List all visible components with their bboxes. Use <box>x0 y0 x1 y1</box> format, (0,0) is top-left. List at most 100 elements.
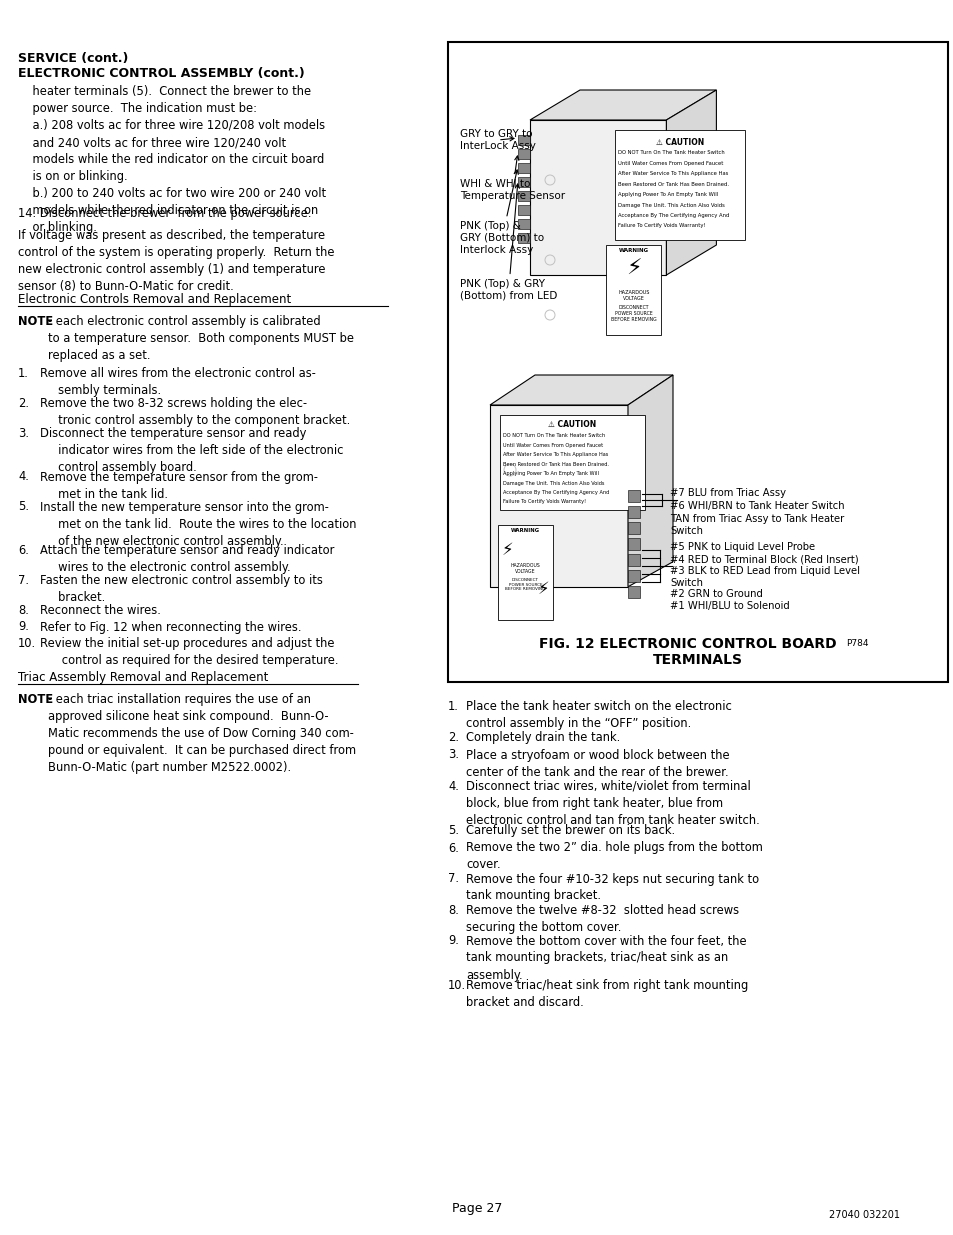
Text: 3.: 3. <box>448 748 458 762</box>
Text: Install the new temperature sensor into the grom-
     met on the tank lid.  Rou: Install the new temperature sensor into … <box>40 500 356 547</box>
Text: Been Restored Or Tank Has Been Drained.: Been Restored Or Tank Has Been Drained. <box>618 182 728 186</box>
Text: #2 GRN to Ground: #2 GRN to Ground <box>669 589 762 599</box>
Text: After Water Service To This Appliance Has: After Water Service To This Appliance Ha… <box>618 170 727 177</box>
Text: Place the tank heater switch on the electronic
control assembly in the “OFF” pos: Place the tank heater switch on the elec… <box>465 700 731 730</box>
Text: After Water Service To This Appliance Has: After Water Service To This Appliance Ha… <box>502 452 608 457</box>
Text: 8.: 8. <box>18 604 29 618</box>
Text: Applying Power To An Empty Tank Will: Applying Power To An Empty Tank Will <box>502 471 598 475</box>
Text: NOTE: NOTE <box>18 693 53 706</box>
Bar <box>517 149 530 159</box>
Text: 2.: 2. <box>18 396 29 410</box>
Text: 1.: 1. <box>448 700 458 713</box>
Text: Place a stryofoam or wood block between the
center of the tank and the rear of t: Place a stryofoam or wood block between … <box>465 748 729 778</box>
Bar <box>627 522 639 534</box>
Text: 9.: 9. <box>448 935 458 947</box>
Text: Triac Assembly Removal and Replacement: Triac Assembly Removal and Replacement <box>18 671 268 684</box>
Text: Refer to Fig. 12 when reconnecting the wires.: Refer to Fig. 12 when reconnecting the w… <box>40 620 301 634</box>
Bar <box>627 490 639 501</box>
Text: #7 BLU from Triac Assy: #7 BLU from Triac Assy <box>669 488 785 498</box>
Bar <box>448 42 947 682</box>
Text: PNK (Top) & GRY
(Bottom) from LED: PNK (Top) & GRY (Bottom) from LED <box>459 184 557 301</box>
Text: HAZARDOUS
VOLTAGE: HAZARDOUS VOLTAGE <box>510 563 539 574</box>
Text: Acceptance By The Certifying Agency And: Acceptance By The Certifying Agency And <box>618 212 729 219</box>
Text: Remove the four #10-32 keps nut securing tank to
tank mounting bracket.: Remove the four #10-32 keps nut securing… <box>465 872 759 903</box>
Text: ⚠ CAUTION: ⚠ CAUTION <box>655 138 703 147</box>
Text: 14. Disconnect the brewer  from the power source.: 14. Disconnect the brewer from the power… <box>18 207 312 220</box>
Text: #1 WHI/BLU to Solenoid: #1 WHI/BLU to Solenoid <box>669 601 789 611</box>
Text: 3.: 3. <box>18 427 29 440</box>
Text: Until Water Comes From Opened Faucet: Until Water Comes From Opened Faucet <box>502 442 602 447</box>
Bar <box>627 538 639 550</box>
Text: #6 WHI/BRN to Tank Heater Switch: #6 WHI/BRN to Tank Heater Switch <box>669 501 843 511</box>
Bar <box>517 191 530 201</box>
Text: Remove the twelve #8-32  slotted head screws
securing the bottom cover.: Remove the twelve #8-32 slotted head scr… <box>465 904 739 934</box>
Text: SERVICE (cont.): SERVICE (cont.) <box>18 52 129 65</box>
Bar <box>606 245 660 335</box>
Text: Disconnect the temperature sensor and ready
     indicator wires from the left s: Disconnect the temperature sensor and re… <box>40 427 343 474</box>
Text: 10.: 10. <box>448 979 466 992</box>
Text: P784: P784 <box>845 638 867 648</box>
Text: HAZARDOUS
VOLTAGE: HAZARDOUS VOLTAGE <box>618 290 649 301</box>
Text: Until Water Comes From Opened Faucet: Until Water Comes From Opened Faucet <box>618 161 722 165</box>
Bar <box>627 585 639 598</box>
Text: Failure To Certify Voids Warranty!: Failure To Certify Voids Warranty! <box>618 224 705 228</box>
Text: Page 27: Page 27 <box>452 1202 501 1215</box>
Text: #3 BLK to RED Lead from Liquid Level
Switch: #3 BLK to RED Lead from Liquid Level Swi… <box>669 566 859 588</box>
Text: Acceptance By The Certifying Agency And: Acceptance By The Certifying Agency And <box>502 490 609 495</box>
Text: Remove the temperature sensor from the grom-
     met in the tank lid.: Remove the temperature sensor from the g… <box>40 471 317 500</box>
Polygon shape <box>530 90 716 120</box>
Text: Damage The Unit. This Action Also Voids: Damage The Unit. This Action Also Voids <box>618 203 724 207</box>
Text: Carefully set the brewer on its back.: Carefully set the brewer on its back. <box>465 824 675 837</box>
Text: 2.: 2. <box>448 731 458 743</box>
Text: Disconnect triac wires, white/violet from terminal
block, blue from right tank h: Disconnect triac wires, white/violet fro… <box>465 779 759 826</box>
Bar <box>517 233 530 243</box>
Text: 7.: 7. <box>448 872 458 885</box>
Text: If voltage was present as described, the temperature
control of the system is op: If voltage was present as described, the… <box>18 228 335 293</box>
Text: Fasten the new electronic control assembly to its
     bracket.: Fasten the new electronic control assemb… <box>40 574 322 604</box>
Text: Remove the two 8-32 screws holding the elec-
     tronic control assembly to the: Remove the two 8-32 screws holding the e… <box>40 396 350 427</box>
Text: Remove all wires from the electronic control as-
     sembly terminals.: Remove all wires from the electronic con… <box>40 367 315 396</box>
Text: Electronic Controls Removal and Replacement: Electronic Controls Removal and Replacem… <box>18 293 291 306</box>
Text: Reconnect the wires.: Reconnect the wires. <box>40 604 161 618</box>
Text: Remove the bottom cover with the four feet, the
tank mounting brackets, triac/he: Remove the bottom cover with the four fe… <box>465 935 746 982</box>
Text: Been Restored Or Tank Has Been Drained.: Been Restored Or Tank Has Been Drained. <box>502 462 608 467</box>
Bar <box>517 163 530 173</box>
Text: FIG. 12 ELECTRONIC CONTROL BOARD: FIG. 12 ELECTRONIC CONTROL BOARD <box>538 637 836 651</box>
Text: Damage The Unit. This Action Also Voids: Damage The Unit. This Action Also Voids <box>502 480 604 485</box>
Text: DO NOT Turn On The Tank Heater Switch: DO NOT Turn On The Tank Heater Switch <box>502 433 604 438</box>
Text: TAN from Triac Assy to Tank Heater
Switch: TAN from Triac Assy to Tank Heater Switc… <box>669 514 843 536</box>
Text: #4 RED to Terminal Block (Red Insert): #4 RED to Terminal Block (Red Insert) <box>669 555 858 564</box>
Text: WARNING: WARNING <box>618 248 648 253</box>
Bar <box>517 219 530 228</box>
Text: ⚡: ⚡ <box>625 259 641 279</box>
Text: 9.: 9. <box>18 620 29 634</box>
Text: Completely drain the tank.: Completely drain the tank. <box>465 731 619 743</box>
Text: 1.: 1. <box>18 367 29 380</box>
Text: Applying Power To An Empty Tank Will: Applying Power To An Empty Tank Will <box>618 191 718 198</box>
Text: WARNING: WARNING <box>511 529 539 534</box>
Bar <box>497 525 553 620</box>
Text: 10.: 10. <box>18 637 36 650</box>
Bar <box>627 555 639 566</box>
Text: GRY to GRY to
InterLock Assy: GRY to GRY to InterLock Assy <box>459 130 536 151</box>
Polygon shape <box>530 120 666 275</box>
Text: #5 PNK to Liquid Level Probe: #5 PNK to Liquid Level Probe <box>669 542 814 552</box>
Text: Attach the temperature sensor and ready indicator
     wires to the electronic c: Attach the temperature sensor and ready … <box>40 543 334 574</box>
Text: DISCONNECT
POWER SOURCE
BEFORE REMOVING: DISCONNECT POWER SOURCE BEFORE REMOVING <box>505 578 545 592</box>
Text: ⚡: ⚡ <box>501 541 513 559</box>
Bar <box>615 130 744 240</box>
Text: Remove the two 2” dia. hole plugs from the bottom
cover.: Remove the two 2” dia. hole plugs from t… <box>465 841 762 872</box>
Text: 4.: 4. <box>18 471 29 483</box>
Text: - each electronic control assembly is calibrated
to a temperature sensor.  Both : - each electronic control assembly is ca… <box>48 315 354 362</box>
Text: 7.: 7. <box>18 574 29 587</box>
Bar <box>627 571 639 582</box>
Polygon shape <box>490 375 672 405</box>
Text: ⚡: ⚡ <box>537 580 548 598</box>
Text: Remove triac/heat sink from right tank mounting
bracket and discard.: Remove triac/heat sink from right tank m… <box>465 979 747 1009</box>
Polygon shape <box>627 375 672 587</box>
Text: 8.: 8. <box>448 904 458 916</box>
Bar <box>627 506 639 517</box>
Text: TERMINALS: TERMINALS <box>652 653 742 667</box>
Text: Failure To Certify Voids Warranty!: Failure To Certify Voids Warranty! <box>502 499 585 505</box>
Text: Review the initial set-up procedures and adjust the
      control as required fo: Review the initial set-up procedures and… <box>40 637 338 667</box>
